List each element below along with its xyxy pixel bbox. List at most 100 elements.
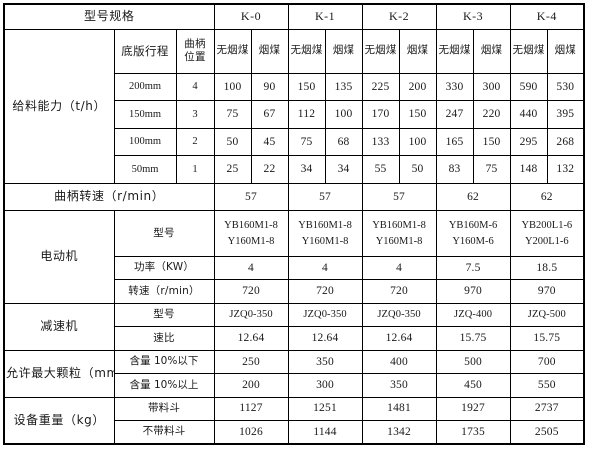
max-particle-value: 350 <box>287 349 363 375</box>
feed-capacity-value: 247 <box>435 100 474 129</box>
motor-spec-value: 18.5 <box>509 256 585 281</box>
feed-capacity-value: 330 <box>435 72 474 102</box>
weight-value: 1251 <box>287 396 363 422</box>
motor-model-value-line2: Y160M-6 <box>452 235 494 247</box>
weight-value: 1927 <box>435 396 511 422</box>
feed-crank-position-value: 3 <box>175 100 215 129</box>
feed-capacity-value: 132 <box>546 155 585 184</box>
feed-capacity-value: 50 <box>213 127 252 157</box>
motor-spec-value: 4 <box>287 256 363 281</box>
crank-speed-value: 57 <box>287 182 363 212</box>
header-model-k3: K-3 <box>435 3 511 30</box>
feed-stroke-value: 200mm <box>113 72 177 102</box>
motor-model-value: YB200L1-6 Y200L1-6 <box>509 210 585 258</box>
motor-model-value: YB160M1-8 Y160M1-8 <box>213 210 289 258</box>
feed-capacity-value: 135 <box>324 72 363 102</box>
crank-speed-label: 曲柄转速（r/min） <box>3 182 215 212</box>
reducer-ratio-value: 15.75 <box>435 326 511 351</box>
feed-crank-position-value: 1 <box>175 155 215 184</box>
weight-value: 1735 <box>435 420 511 445</box>
max-particle-row-label: 含量 10%以上 <box>113 373 215 398</box>
motor-spec-value: 7.5 <box>435 256 511 281</box>
crank-pos-line2: 位置 <box>184 51 206 64</box>
feed-capacity-value: 67 <box>250 100 289 129</box>
feed-capacity-value: 68 <box>324 127 363 157</box>
feed-capacity-value: 100 <box>324 100 363 129</box>
feed-capacity-value: 395 <box>546 100 585 129</box>
max-particle-value: 200 <box>213 373 289 398</box>
motor-model-value: YB160M1-8 Y160M1-8 <box>287 210 363 258</box>
motor-model-value-line2: Y200L1-6 <box>524 235 569 247</box>
feed-capacity-value: 75 <box>472 155 511 184</box>
motor-model-value-line1: YB160M1-8 <box>224 220 278 232</box>
max-particle-value: 500 <box>435 349 511 375</box>
feed-capacity-value: 150 <box>472 127 511 157</box>
header-model-k4: K-4 <box>509 3 585 30</box>
feed-capacity-row: 50mm 1 25 22 34 34 55 50 83 75 148 132 <box>4 155 585 184</box>
motor-model-value: YB160M1-8 Y160M1-8 <box>361 210 437 258</box>
feed-capacity-value: 133 <box>361 127 400 157</box>
header-crank-position-col: 曲柄 位置 <box>175 28 215 74</box>
feed-capacity-value: 75 <box>287 127 326 157</box>
reducer-row-label: 速比 <box>113 326 215 351</box>
max-particle-group-label: 允许最大颗粒（mm） <box>3 349 115 398</box>
feed-capacity-value: 170 <box>361 100 400 129</box>
feed-capacity-value: 300 <box>472 72 511 102</box>
weight-value: 1481 <box>361 396 437 422</box>
weight-group-label: 设备重量（kg） <box>3 396 115 445</box>
feed-capacity-value: 150 <box>398 100 437 129</box>
header-coal-k1-bituminous: 烟煤 <box>324 28 363 74</box>
feed-capacity-value: 83 <box>435 155 474 184</box>
reducer-model-value: JZQ-500 <box>509 302 585 328</box>
feed-capacity-value: 75 <box>213 100 252 129</box>
feed-stroke-value: 50mm <box>113 155 177 184</box>
reducer-model-value: JZQ0-350 <box>361 302 437 328</box>
feed-crank-position-value: 2 <box>175 127 215 157</box>
header-coal-k3-bituminous: 烟煤 <box>472 28 511 74</box>
motor-spec-value: 970 <box>509 279 585 304</box>
header-coal-k2-anthracite: 无烟煤 <box>361 28 400 74</box>
max-particle-value: 700 <box>509 349 585 375</box>
reducer-ratio-value: 12.64 <box>213 326 289 351</box>
motor-spec-value: 970 <box>435 279 511 304</box>
feed-capacity-label: 给料能力（t/h） <box>3 28 115 184</box>
feed-capacity-value: 225 <box>361 72 400 102</box>
feed-capacity-value: 220 <box>472 100 511 129</box>
motor-model-value: YB160M-6 Y160M-6 <box>435 210 511 258</box>
motor-spec-value: 720 <box>287 279 363 304</box>
motor-model-value-line1: YB200L1-6 <box>521 220 573 232</box>
feed-capacity-value: 112 <box>287 100 326 129</box>
crank-speed-value: 57 <box>361 182 437 212</box>
feed-capacity-value: 34 <box>287 155 326 184</box>
feed-capacity-value: 148 <box>509 155 548 184</box>
header-coal-k2-bituminous: 烟煤 <box>398 28 437 74</box>
max-particle-value: 550 <box>509 373 585 398</box>
feed-capacity-value: 25 <box>213 155 252 184</box>
feed-capacity-row: 100mm 2 50 45 75 68 133 100 165 150 295 268 <box>4 127 585 157</box>
reducer-group-label: 减速机 <box>3 302 115 351</box>
header-coal-k0-bituminous: 烟煤 <box>250 28 289 74</box>
feed-capacity-value: 90 <box>250 72 289 102</box>
weight-row-label: 带料斗 <box>113 396 215 422</box>
feed-stroke-value: 100mm <box>113 127 177 157</box>
feed-capacity-value: 295 <box>509 127 548 157</box>
crank-speed-row: 曲柄转速（r/min） 57 57 57 62 62 <box>3 182 585 212</box>
header-coal-k4-anthracite: 无烟煤 <box>509 28 548 74</box>
crank-speed-value: 62 <box>509 182 585 212</box>
reducer-row: 减速机 型号 JZQ0-350 JZQ0-350 JZQ0-350 JZQ-400 JZQ-… <box>3 302 585 351</box>
header-coal-k3-anthracite: 无烟煤 <box>435 28 474 74</box>
weight-row-label: 不带料斗 <box>113 420 215 445</box>
max-particle-value: 450 <box>435 373 511 398</box>
motor-model-value-line2: Y160M1-8 <box>375 235 423 247</box>
weight-row: 设备重量（kg） 带料斗 1127 1251 1481 1927 2737 <box>3 396 585 445</box>
reducer-model-value: JZQ0-350 <box>213 302 289 328</box>
max-particle-row-label: 含量 10%以下 <box>113 349 215 375</box>
motor-row-label: 功率（KW） <box>113 256 215 281</box>
weight-row: 不带料斗 1026 1144 1342 1735 2505 <box>4 420 585 445</box>
motor-row-label: 转速（r/min） <box>113 279 215 304</box>
max-particle-value: 400 <box>361 349 437 375</box>
reducer-ratio-value: 12.64 <box>287 326 363 351</box>
feed-capacity-value: 165 <box>435 127 474 157</box>
motor-row-label: 型号 <box>113 210 215 258</box>
crank-speed-value: 57 <box>213 182 289 212</box>
